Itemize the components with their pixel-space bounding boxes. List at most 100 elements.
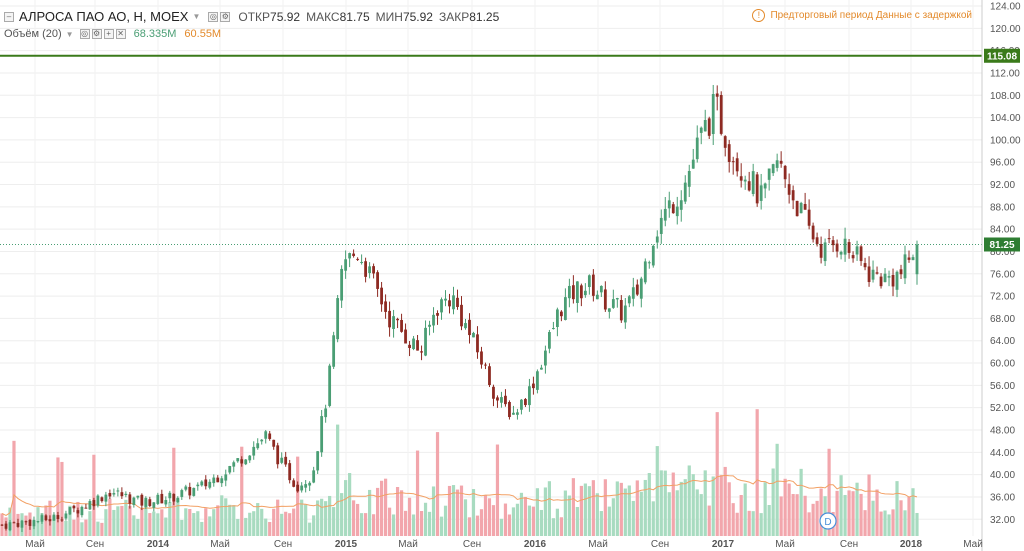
candle-body[interactable] bbox=[883, 273, 887, 283]
candle-body[interactable] bbox=[428, 324, 431, 327]
candle-body[interactable] bbox=[80, 506, 84, 516]
candle-body[interactable] bbox=[827, 238, 831, 240]
candle-body[interactable] bbox=[300, 485, 304, 491]
candle-body[interactable] bbox=[619, 300, 623, 321]
candle-body[interactable] bbox=[400, 319, 403, 332]
candle-body[interactable] bbox=[711, 94, 715, 135]
candle-body[interactable] bbox=[555, 309, 559, 328]
candle-body[interactable] bbox=[184, 486, 188, 490]
candle-body[interactable] bbox=[92, 500, 96, 507]
candle-body[interactable] bbox=[747, 181, 751, 191]
candle-body[interactable] bbox=[627, 296, 631, 304]
candle-body[interactable] bbox=[60, 519, 64, 521]
candle-body[interactable] bbox=[384, 301, 387, 312]
candle-body[interactable] bbox=[156, 494, 160, 504]
candle-body[interactable] bbox=[192, 487, 196, 496]
candle-body[interactable] bbox=[280, 457, 284, 463]
candle-body[interactable] bbox=[464, 323, 467, 329]
candle-body[interactable] bbox=[244, 459, 248, 465]
candle-body[interactable] bbox=[823, 242, 827, 262]
candle-body[interactable] bbox=[484, 364, 487, 366]
candle-body[interactable] bbox=[695, 137, 699, 160]
candle-body[interactable] bbox=[288, 463, 292, 481]
candle-body[interactable] bbox=[276, 445, 280, 465]
candle-body[interactable] bbox=[24, 521, 28, 523]
candle-body[interactable] bbox=[212, 477, 216, 484]
candle-body[interactable] bbox=[879, 276, 883, 287]
candle-body[interactable] bbox=[707, 118, 711, 136]
candle-body[interactable] bbox=[671, 204, 675, 214]
candle-body[interactable] bbox=[723, 136, 727, 148]
candle-body[interactable] bbox=[248, 455, 252, 461]
candle-body[interactable] bbox=[368, 266, 371, 274]
candle-body[interactable] bbox=[20, 520, 24, 528]
eye-icon[interactable]: ◎ bbox=[208, 11, 219, 22]
candle-body[interactable] bbox=[16, 522, 20, 527]
candle-body[interactable] bbox=[380, 287, 383, 305]
symbol-title[interactable]: АЛРОСА ПАО АО, Н, MOEX bbox=[19, 9, 189, 24]
candle-body[interactable] bbox=[320, 416, 324, 453]
candle-body[interactable] bbox=[659, 217, 663, 234]
candle-body[interactable] bbox=[52, 514, 56, 521]
candle-body[interactable] bbox=[356, 258, 360, 260]
candle-body[interactable] bbox=[831, 240, 835, 246]
candle-body[interactable] bbox=[388, 310, 391, 328]
candle-body[interactable] bbox=[504, 395, 507, 405]
candle-body[interactable] bbox=[56, 515, 60, 519]
candle-body[interactable] bbox=[292, 480, 296, 487]
candle-body[interactable] bbox=[4, 523, 8, 529]
candle-body[interactable] bbox=[887, 276, 891, 278]
candle-body[interactable] bbox=[328, 365, 332, 406]
candle-body[interactable] bbox=[615, 298, 619, 300]
candle-body[interactable] bbox=[144, 497, 148, 507]
candle-body[interactable] bbox=[84, 507, 88, 509]
candle-body[interactable] bbox=[72, 505, 76, 509]
candle-body[interactable] bbox=[536, 371, 539, 390]
candle-body[interactable] bbox=[567, 285, 571, 299]
candle-body[interactable] bbox=[863, 263, 867, 268]
candle-body[interactable] bbox=[807, 209, 811, 226]
candle-body[interactable] bbox=[336, 298, 340, 340]
candle-body[interactable] bbox=[871, 269, 875, 280]
candle-body[interactable] bbox=[771, 164, 775, 174]
candle-body[interactable] bbox=[432, 314, 435, 326]
candle-body[interactable] bbox=[240, 459, 244, 464]
candle-body[interactable] bbox=[855, 246, 859, 255]
candle-body[interactable] bbox=[208, 481, 212, 488]
candle-body[interactable] bbox=[559, 311, 563, 317]
candle-body[interactable] bbox=[48, 519, 52, 522]
candle-body[interactable] bbox=[324, 408, 328, 418]
candle-body[interactable] bbox=[779, 160, 783, 164]
candle-body[interactable] bbox=[96, 495, 100, 506]
candle-body[interactable] bbox=[420, 351, 423, 353]
candle-body[interactable] bbox=[587, 275, 591, 288]
candle-body[interactable] bbox=[715, 93, 719, 97]
candle-body[interactable] bbox=[260, 439, 264, 442]
candle-body[interactable] bbox=[472, 332, 475, 338]
eye-icon[interactable]: ◎ bbox=[79, 29, 90, 39]
candle-body[interactable] bbox=[551, 328, 555, 330]
candle-body[interactable] bbox=[520, 399, 523, 410]
candle-body[interactable] bbox=[332, 335, 336, 367]
dividend-badge-icon[interactable] bbox=[819, 512, 837, 530]
candle-body[interactable] bbox=[524, 399, 527, 406]
candle-body[interactable] bbox=[651, 245, 655, 266]
candle-body[interactable] bbox=[396, 318, 399, 321]
candle-body[interactable] bbox=[340, 268, 344, 301]
candle-body[interactable] bbox=[412, 338, 415, 350]
candle-body[interactable] bbox=[408, 344, 411, 348]
candle-body[interactable] bbox=[32, 519, 36, 527]
volume-title[interactable]: Объём (20) bbox=[4, 28, 62, 40]
candle-body[interactable] bbox=[268, 433, 272, 439]
candle-body[interactable] bbox=[440, 299, 443, 313]
candle-body[interactable] bbox=[575, 281, 579, 303]
candle-body[interactable] bbox=[28, 519, 32, 526]
candle-body[interactable] bbox=[915, 244, 919, 275]
candle-body[interactable] bbox=[867, 266, 871, 283]
candle-body[interactable] bbox=[907, 257, 911, 260]
candle-body[interactable] bbox=[571, 285, 575, 300]
candle-body[interactable] bbox=[64, 513, 68, 519]
candle-body[interactable] bbox=[623, 305, 627, 323]
candle-body[interactable] bbox=[196, 484, 200, 487]
